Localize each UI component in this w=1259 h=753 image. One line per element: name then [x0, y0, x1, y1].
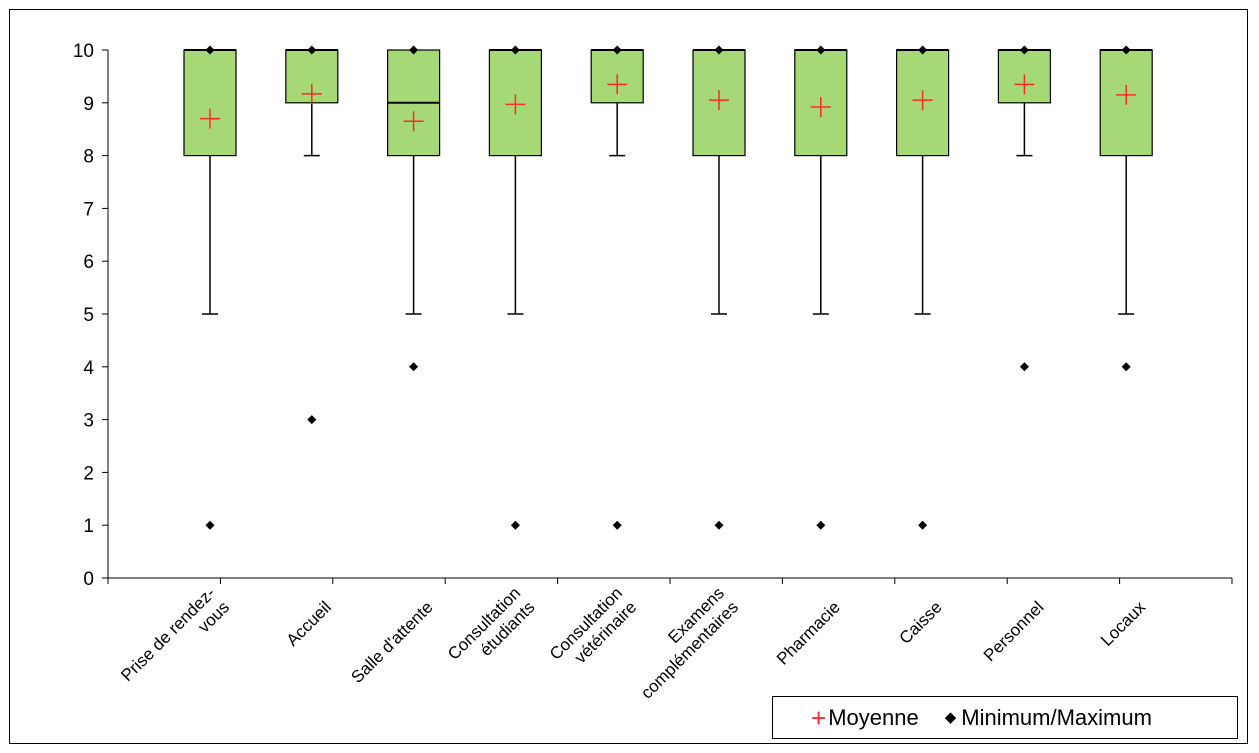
x-category-label: Accueil — [283, 598, 335, 650]
max-marker — [714, 45, 724, 55]
min-marker — [918, 520, 928, 530]
x-category-label: Consultationvétérinaire — [546, 583, 640, 677]
max-marker — [816, 45, 826, 55]
max-marker — [1019, 45, 1029, 55]
x-category-label: Prise de rendez-vous — [117, 583, 233, 699]
legend-label-minmax: Minimum/Maximum — [961, 704, 1152, 730]
mean-marker-icon: + — [811, 702, 827, 733]
min-marker — [816, 520, 826, 530]
x-category-label: Pharmacie — [773, 598, 844, 669]
max-marker — [510, 45, 520, 55]
min-marker — [205, 520, 215, 530]
minmax-marker-icon: ◆ — [944, 709, 957, 726]
min-marker — [714, 520, 724, 530]
max-marker — [1121, 45, 1131, 55]
legend: + Moyenne ◆ Minimum/Maximum — [772, 696, 1238, 739]
min-marker — [1019, 362, 1029, 372]
y-tick-label: 3 — [83, 411, 94, 432]
min-marker — [409, 362, 419, 372]
x-category-label: Examenscomplémentaires — [623, 583, 742, 702]
min-marker — [1121, 362, 1131, 372]
legend-label-mean: Moyenne — [828, 704, 919, 730]
y-tick-label: 0 — [83, 569, 94, 590]
legend-item-minmax: ◆ Minimum/Maximum — [919, 705, 1152, 731]
max-marker — [918, 45, 928, 55]
min-marker — [510, 520, 520, 530]
max-marker — [612, 45, 622, 55]
x-category-label: Caisse — [895, 598, 945, 648]
legend-item-mean: + Moyenne — [773, 705, 919, 731]
min-marker — [612, 520, 622, 530]
max-marker — [409, 45, 419, 55]
min-marker — [307, 415, 317, 425]
x-category-label: Personnel — [980, 598, 1048, 666]
x-category-label: Locaux — [1097, 597, 1150, 650]
y-tick-label: 7 — [83, 199, 94, 220]
y-tick-label: 8 — [83, 147, 94, 168]
y-tick-label: 9 — [83, 94, 94, 115]
y-tick-label: 2 — [83, 463, 94, 484]
x-category-label: Consultationétudiants — [444, 583, 538, 677]
y-tick-label: 6 — [83, 252, 94, 273]
y-tick-label: 5 — [83, 305, 94, 326]
max-marker — [205, 45, 215, 55]
y-tick-label: 4 — [83, 358, 94, 379]
y-tick-label: 10 — [73, 41, 94, 62]
y-tick-label: 1 — [83, 516, 94, 537]
box — [183, 49, 237, 157]
max-marker — [307, 45, 317, 55]
x-category-label: Salle d'attente — [347, 598, 436, 687]
